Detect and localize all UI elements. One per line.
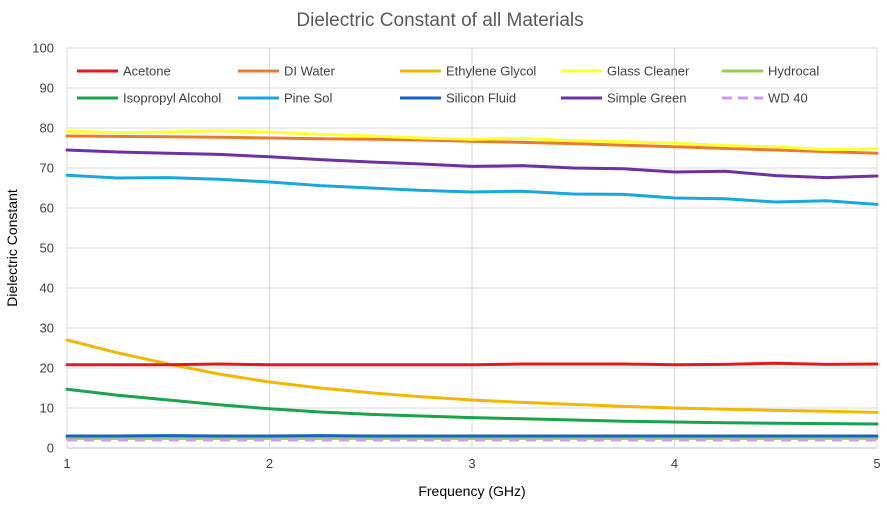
y-tick-label: 20: [40, 361, 54, 376]
x-tick-label: 2: [266, 456, 273, 471]
series-line-ethylene-glycol: [65, 338, 879, 414]
series-line-pine-sol: [65, 173, 879, 206]
x-tick-label: 5: [873, 456, 880, 471]
x-tick-label: 3: [468, 456, 475, 471]
y-tick-label: 60: [40, 201, 54, 216]
legend-label-acetone: Acetone: [123, 64, 171, 79]
y-tick-label: 70: [40, 161, 54, 176]
legend-label-isopropyl-alcohol: Isopropyl Alcohol: [123, 91, 221, 106]
gridlines: [66, 47, 878, 449]
x-axis-label: Frequency (GHz): [418, 483, 525, 499]
y-tick-label: 0: [47, 441, 54, 456]
legend-label-silicon-fluid: Silicon Fluid: [446, 91, 516, 106]
legend-label-wd-40: WD 40: [768, 91, 808, 106]
x-tick-label: 1: [63, 456, 70, 471]
legend-label-hydrocal: Hydrocal: [768, 64, 819, 79]
y-axis-label: Dielectric Constant: [4, 189, 20, 307]
y-tick-label: 90: [40, 81, 54, 96]
series-line-di-water: [65, 134, 879, 155]
y-tick-label: 10: [40, 401, 54, 416]
series-line-acetone: [65, 361, 879, 367]
x-tick-label: 4: [671, 456, 678, 471]
y-tick-label: 80: [40, 121, 54, 136]
series-line-simple-green: [65, 148, 879, 180]
legend-label-simple-green: Simple Green: [607, 91, 686, 106]
legend-label-di-water: DI Water: [284, 64, 335, 79]
y-tick-label: 100: [32, 41, 54, 56]
legend-label-ethylene-glycol: Ethylene Glycol: [446, 64, 536, 79]
y-axis-ticks: 0 10 20 30 40 50 60 70 80 90 100: [32, 41, 54, 456]
series-lines: [65, 129, 879, 442]
y-tick-label: 40: [40, 281, 54, 296]
x-axis-ticks: 1 2 3 4 5: [63, 456, 880, 471]
chart-title: Dielectric Constant of all Materials: [296, 10, 583, 31]
legend-label-pine-sol: Pine Sol: [284, 91, 333, 106]
y-tick-label: 50: [40, 241, 54, 256]
series-line-isopropyl-alcohol: [65, 387, 879, 426]
legend: Acetone DI Water Ethylene Glycol Glass Clea…: [77, 64, 819, 106]
y-tick-label: 30: [40, 321, 54, 336]
legend-label-glass-cleaner: Glass Cleaner: [607, 64, 690, 79]
series-line-glass-cleaner: [65, 129, 879, 152]
